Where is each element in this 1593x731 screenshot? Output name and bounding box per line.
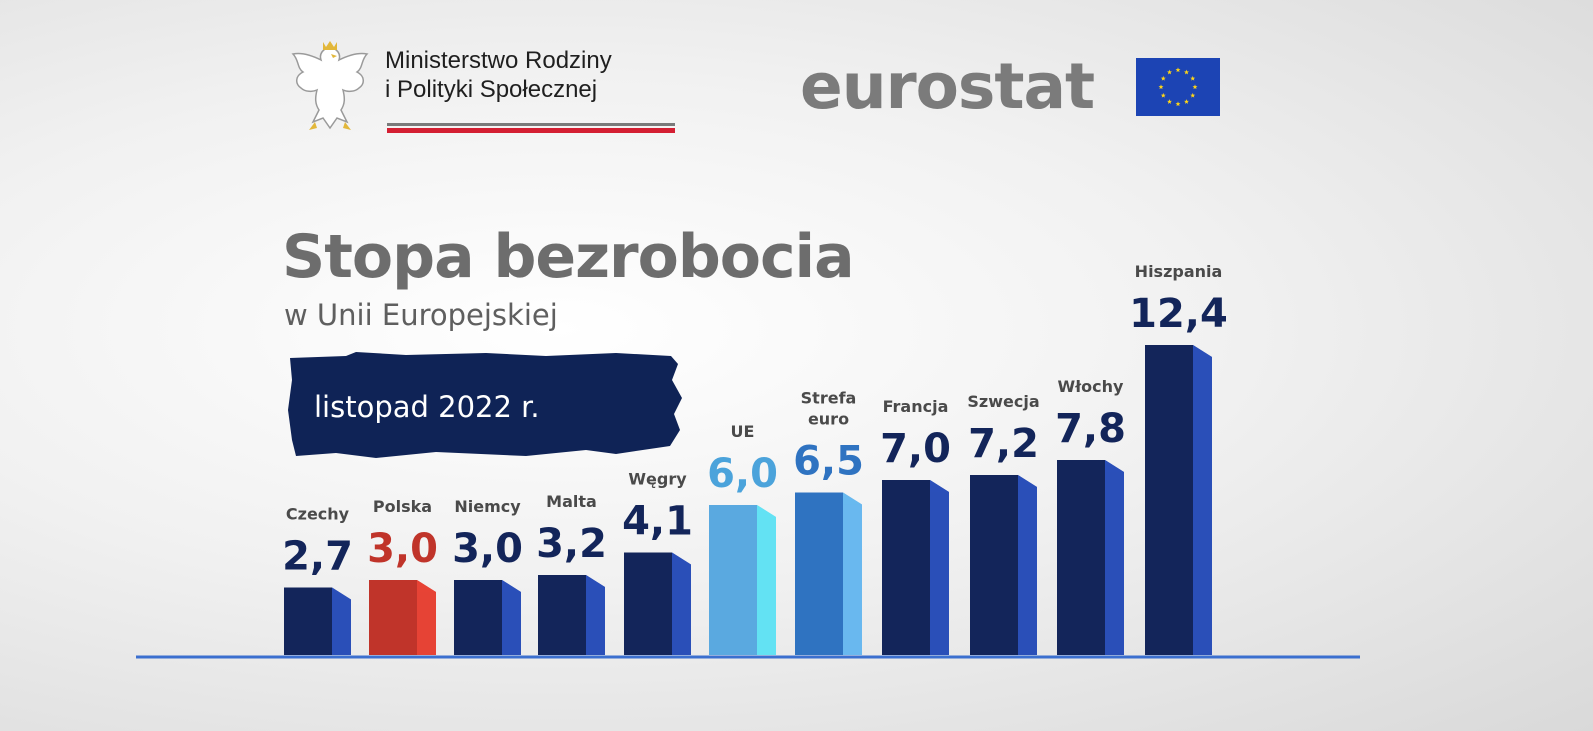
eu-flag-icon [1136,58,1220,116]
ministry-name: Ministerstwo Rodziny i Polityki Społeczn… [385,46,612,104]
category-label-ue: UE [731,422,755,441]
bar-side [417,580,436,655]
polish-eagle-icon [291,41,369,130]
bar-front [538,575,586,655]
bar-front [284,587,332,655]
bar-ue [709,505,776,655]
eu-flag-star [1190,75,1196,81]
chart-subtitle: w Unii Europejskiej [284,298,558,332]
category-label-wegry: Węgry [628,470,687,489]
category-label-hiszpania: Hiszpania [1135,262,1223,281]
bar-side [586,575,605,655]
category-label-strefa-euro: Strefa euro [801,389,857,429]
eu-flag-star [1175,101,1181,107]
category-label-malta: Malta [546,492,597,511]
bar-strefa-euro [795,492,862,655]
value-label-malta: 3,2 [536,521,607,567]
bar-front [1145,345,1193,655]
value-label-szwecja: 7,2 [968,421,1039,467]
value-label-hiszpania: 12,4 [1129,291,1228,337]
bar-wegry [624,552,691,655]
ministry-name-line1: Ministerstwo Rodziny [385,47,612,74]
bar-side [502,580,521,655]
bar-side [1105,460,1124,655]
bar-front [795,492,843,655]
bar-side [930,480,949,655]
value-label-wegry: 4,1 [622,499,693,545]
category-label-niemcy: Niemcy [454,497,521,516]
date-banner [288,352,682,458]
value-label-wlochy: 7,8 [1055,406,1126,452]
value-label-francja: 7,0 [880,426,951,472]
bar-front [970,475,1018,655]
bar-malta [538,575,605,655]
category-label-szwecja: Szwecja [967,392,1039,411]
bar-front [624,552,672,655]
chart-title: Stopa bezrobocia [282,222,855,292]
eu-flag-star [1190,92,1196,98]
bar-front [709,505,757,655]
bar-front [1057,460,1105,655]
value-label-strefa-euro: 6,5 [793,439,864,485]
eu-flag-star [1158,84,1164,90]
bar-wlochy [1057,460,1124,655]
category-label-czechy: Czechy [286,505,350,524]
bar-czechy [284,587,351,655]
eu-flag-star [1184,99,1189,104]
bar-hiszpania [1145,345,1212,655]
bar-polska [369,580,436,655]
value-label-ue: 6,0 [707,451,778,497]
ministry-name-line2: i Polityki Społecznej [385,76,598,103]
ministry-logo: Ministerstwo Rodziny i Polityki Społeczn… [285,38,685,138]
value-label-niemcy: 3,0 [452,526,523,572]
bar-front [369,580,417,655]
eu-flag-star [1167,99,1172,104]
eu-flag-star [1175,67,1181,73]
eu-flag-star [1160,75,1166,81]
eu-flag-star [1192,84,1198,90]
category-label-francja: Francja [883,397,949,416]
bar-side [757,505,776,655]
value-label-polska: 3,0 [367,526,438,572]
bar-side [332,587,351,655]
bar-side [843,492,862,655]
category-label-polska: Polska [373,497,432,516]
eu-flag-star [1167,69,1172,75]
value-label-czechy: 2,7 [282,534,353,580]
eu-flag-star [1184,69,1189,75]
date-label: listopad 2022 r. [314,390,540,424]
bar-niemcy [454,580,521,655]
eu-flag-star [1160,92,1166,98]
eurostat-logo: eurostat [800,42,1230,132]
eurostat-wordmark: eurostat [800,50,1095,123]
bar-szwecja [970,475,1037,655]
bar-front [454,580,502,655]
flag-stripe-white [387,123,675,126]
bar-side [672,552,691,655]
bar-side [1193,345,1212,655]
bar-side [1018,475,1037,655]
flag-stripe-red [387,128,675,133]
bar-front [882,480,930,655]
bar-francja [882,480,949,655]
category-label-wlochy: Włochy [1058,377,1124,396]
